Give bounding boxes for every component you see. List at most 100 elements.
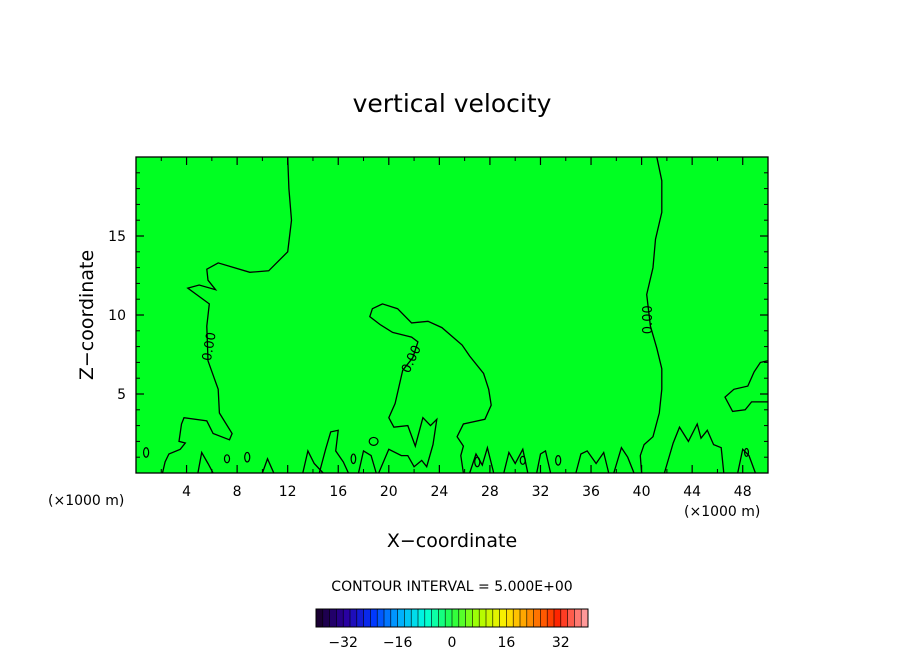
zero-contour-ring-2 — [244, 451, 251, 463]
chart-title: vertical velocity — [353, 89, 552, 118]
colorbar-segment-15 — [418, 609, 426, 627]
zero-contour-ring-0 — [142, 447, 150, 458]
colorbar-segment-29 — [513, 609, 521, 627]
colorbar — [315, 608, 589, 628]
zero-contour-line-0 — [161, 156, 293, 474]
colorbar-tick-32: 32 — [552, 635, 570, 651]
colorbar-segment-28 — [506, 609, 514, 627]
colorbar-segment-19 — [445, 609, 453, 627]
colorbar-segment-2 — [329, 609, 337, 627]
colorbar-segment-0 — [316, 609, 324, 627]
x-tick-label-44: 44 — [683, 484, 701, 500]
colorbar-segment-14 — [411, 609, 419, 627]
zero-contour-line-4 — [663, 422, 725, 474]
colorbar-tick-16: 16 — [497, 635, 515, 651]
colorbar-segment-16 — [424, 609, 432, 627]
colorbar-segment-38 — [574, 609, 582, 627]
colorbar-segment-35 — [554, 609, 562, 627]
zero-contour-line-10 — [536, 449, 552, 474]
zero-contour-line-13 — [197, 450, 214, 474]
x-unit-left: (×1000 m) — [48, 493, 124, 509]
colorbar-segment-30 — [520, 609, 528, 627]
zero-contour-line-8 — [469, 445, 495, 474]
colorbar-segment-37 — [567, 609, 575, 627]
zero-contour-line-1 — [369, 303, 492, 474]
contour-interval-text: CONTOUR INTERVAL = 5.000E+00 — [331, 579, 572, 595]
y-tick-label-10: 10 — [108, 308, 126, 324]
x-tick-label-28: 28 — [481, 484, 499, 500]
zero-contour-line-15 — [737, 447, 757, 474]
colorbar-segment-5 — [350, 609, 358, 627]
x-unit-right: (×1000 m) — [684, 504, 760, 520]
zero-contour-line-11 — [575, 450, 610, 474]
colorbar-segment-3 — [336, 609, 344, 627]
colorbar-segment-21 — [458, 609, 466, 627]
colorbar-segment-39 — [581, 609, 589, 627]
x-tick-label-20: 20 — [380, 484, 398, 500]
zero-contour-ring-7 — [555, 455, 562, 466]
zero-contour-line-14 — [261, 457, 275, 474]
zero-contour-line-2 — [639, 156, 663, 474]
x-tick-label-32: 32 — [532, 484, 550, 500]
colorbar-segment-6 — [356, 609, 364, 627]
y-axis-ticks: 5 10 15 — [108, 172, 768, 458]
zero-contour-line-12 — [613, 446, 635, 474]
colorbar-segment-13 — [404, 609, 412, 627]
colorbar-segment-22 — [465, 609, 473, 627]
zero-contour-ring-5 — [474, 456, 481, 468]
zero-contour-ring-1 — [223, 454, 231, 464]
x-tick-label-48: 48 — [734, 484, 752, 500]
x-tick-label-4: 4 — [182, 484, 191, 500]
colorbar-segment-31 — [526, 609, 534, 627]
x-tick-label-8: 8 — [233, 484, 242, 500]
zero-contour-ring-3 — [368, 436, 379, 446]
x-tick-label-12: 12 — [279, 484, 297, 500]
zero-contour-rings — [142, 436, 750, 468]
colorbar-segment-18 — [438, 609, 446, 627]
y-tick-label-5: 5 — [117, 387, 126, 403]
colorbar-segment-12 — [397, 609, 405, 627]
colorbar-tick-0: 0 — [448, 635, 457, 651]
contour-label-0: 0.00 — [200, 331, 220, 362]
colorbar-segment-8 — [370, 609, 378, 627]
colorbar-segment-10 — [384, 609, 392, 627]
zero-contour-line-5 — [302, 448, 324, 474]
y-axis-label: Z−coordinate — [76, 250, 98, 380]
colorbar-segment-26 — [492, 609, 500, 627]
colorbar-frame — [315, 608, 589, 628]
x-axis-label: X−coordinate — [387, 530, 517, 552]
colorbar-segment-32 — [533, 609, 541, 627]
colorbar-segment-27 — [499, 609, 507, 627]
zero-contour-line-3 — [724, 360, 769, 413]
y-tick-label-15: 15 — [108, 229, 126, 245]
contour-label-2: 0.00 — [641, 305, 656, 334]
colorbar-tick--32: −32 — [328, 635, 358, 651]
zero-contour-line-6 — [318, 429, 349, 474]
colorbar-segment-24 — [479, 609, 487, 627]
zero-contours — [161, 156, 769, 474]
x-tick-label-36: 36 — [582, 484, 600, 500]
velocity-field — [136, 157, 768, 473]
colorbar-segment-4 — [343, 609, 351, 627]
colorbar-tick--16: −16 — [383, 635, 413, 651]
x-axis-ticks: 4 8 12 16 20 24 28 32 36 40 44 48 — [160, 157, 752, 500]
colorbar-segment-11 — [390, 609, 398, 627]
zero-contour-ring-6 — [519, 455, 526, 465]
colorbar-segment-23 — [472, 609, 480, 627]
colorbar-segment-25 — [486, 609, 494, 627]
colorbar-segment-7 — [363, 609, 371, 627]
x-tick-label-16: 16 — [329, 484, 347, 500]
zero-contour-line-7 — [357, 449, 377, 474]
colorbar-segment-34 — [547, 609, 555, 627]
colorbar-segment-1 — [322, 609, 330, 627]
colorbar-segment-20 — [452, 609, 460, 627]
zero-contour-ring-8 — [744, 447, 750, 458]
zero-contour-ring-4 — [350, 453, 357, 465]
colorbar-tick-labels: −32 −16 0 16 32 — [328, 635, 569, 651]
colorbar-segment-9 — [377, 609, 385, 627]
x-tick-label-24: 24 — [430, 484, 448, 500]
colorbar-segment-33 — [540, 609, 548, 627]
x-tick-label-40: 40 — [633, 484, 651, 500]
colorbar-segment-36 — [560, 609, 568, 627]
